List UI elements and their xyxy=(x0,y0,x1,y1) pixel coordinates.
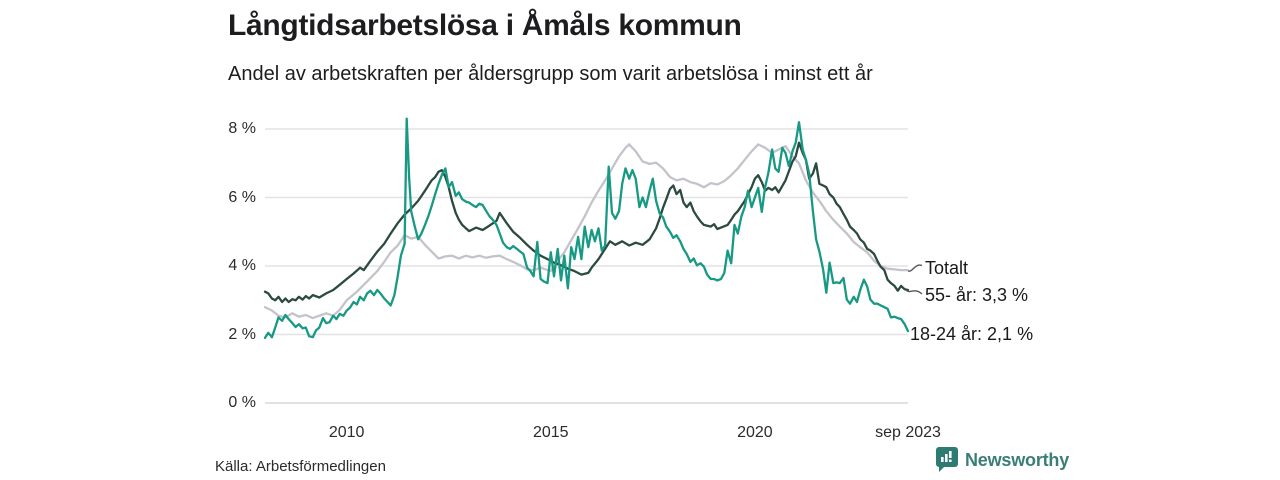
page-title: Långtidsarbetslösa i Åmåls kommun xyxy=(228,9,742,42)
x-axis-tick-label: 2010 xyxy=(328,424,365,441)
y-axis-tick-label: 0 % xyxy=(228,394,256,411)
x-axis-tick-label: 2015 xyxy=(532,424,569,441)
source-note: Källa: Arbetsförmedlingen xyxy=(215,458,386,475)
series-label-totalt: Totalt xyxy=(925,258,969,278)
series-label-55: 55- år: 3,3 % xyxy=(925,285,1029,305)
newsworthy-brand: Newsworthy xyxy=(936,446,1069,474)
y-axis-tick-label: 6 % xyxy=(228,188,256,206)
chart-subtitle: Andel av arbetskraften per åldersgrupp s… xyxy=(228,63,873,85)
gridlines xyxy=(265,128,908,404)
newsworthy-logo-icon xyxy=(936,447,958,472)
series-line-totalt xyxy=(263,143,910,320)
y-axis-tick-label: 4 % xyxy=(228,257,256,274)
series-lines xyxy=(263,117,910,340)
y-axis-tick-label: 8 % xyxy=(228,120,256,137)
series-label-18-24: 18-24 år: 2,1 % xyxy=(910,324,1034,344)
series-line-55-r xyxy=(263,141,910,304)
newsworthy-logo-text: Newsworthy xyxy=(965,449,1070,470)
series-line-18-24-r xyxy=(263,117,910,340)
annotation-connectors xyxy=(905,264,923,295)
x-axis-tick-label: 2020 xyxy=(737,424,773,441)
y-axis-tick-label: 2 % xyxy=(228,325,256,343)
x-axis-tick-label: sep 2023 xyxy=(875,424,941,441)
